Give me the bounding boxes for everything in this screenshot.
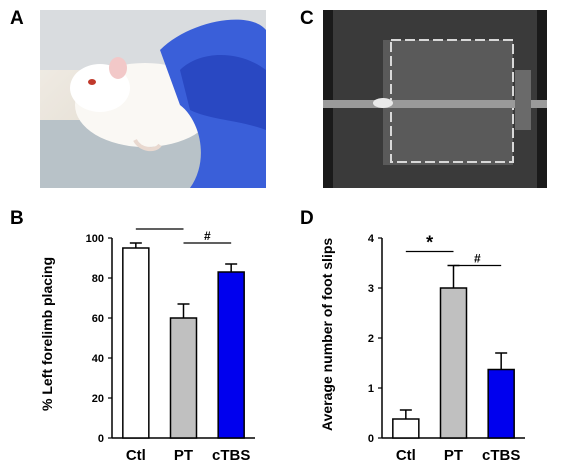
- chart-d-category-label: PT: [444, 447, 463, 464]
- foot-slip-apparatus-photo: [323, 10, 547, 188]
- forelimb-placing-chart: 0 20 40 60 80 100 Ctl PT cTBS * #: [86, 222, 255, 464]
- chart-b-significance-marker: *: [156, 222, 163, 230]
- chart-d-y-tick-label: 2: [368, 333, 374, 345]
- panel-label-b: B: [10, 208, 24, 229]
- chart-b-y-tick-label: 20: [92, 393, 104, 405]
- chart-b-significance-marker: #: [204, 229, 211, 243]
- chart-b-y-tick-label: 40: [92, 353, 104, 365]
- chart-b-y-tick-label: 0: [98, 433, 104, 445]
- panel-label-c: C: [300, 8, 314, 29]
- chart-d-bar-ctbs: [487, 368, 515, 439]
- chart-b-y-tick-label: 100: [86, 233, 104, 245]
- chart-b-bar-ctbs: [217, 271, 245, 439]
- panel-label-d: D: [300, 208, 314, 229]
- foot-slips-chart: 0 1 2 3 4 Ctl PT cTBS * #: [368, 233, 525, 464]
- chart-d-y-tick-label: 4: [368, 233, 375, 245]
- chart-d-category-label: cTBS: [482, 447, 520, 464]
- chart-d-significance-marker: #: [474, 252, 481, 266]
- chart-d-y-tick-label: 0: [368, 433, 374, 445]
- chart-b-bar-pt: [169, 317, 198, 439]
- chart-b-category-label: cTBS: [212, 447, 250, 464]
- chart-b-y-tick-label: 80: [92, 273, 104, 285]
- chart-b-bar-ctl: [122, 247, 150, 439]
- chart-b-y-tick-label: 60: [92, 313, 104, 325]
- chart-d-bar-ctl: [392, 418, 420, 439]
- chart-d-y-tick-label: 1: [368, 383, 374, 395]
- chart-b-y-axis-label: % Left forelimb placing: [39, 256, 55, 411]
- chart-b-category-label: Ctl: [126, 447, 146, 464]
- chart-d-y-tick-label: 3: [368, 283, 374, 295]
- chart-d-y-axis-label: Average number of foot slips: [319, 237, 335, 431]
- rat-handling-photo: [40, 10, 266, 188]
- chart-d-bar-pt: [439, 287, 468, 439]
- chart-d-category-label: Ctl: [396, 447, 416, 464]
- chart-d-significance-marker: *: [426, 233, 433, 253]
- chart-b-category-label: PT: [174, 447, 193, 464]
- panel-label-a: A: [10, 8, 24, 29]
